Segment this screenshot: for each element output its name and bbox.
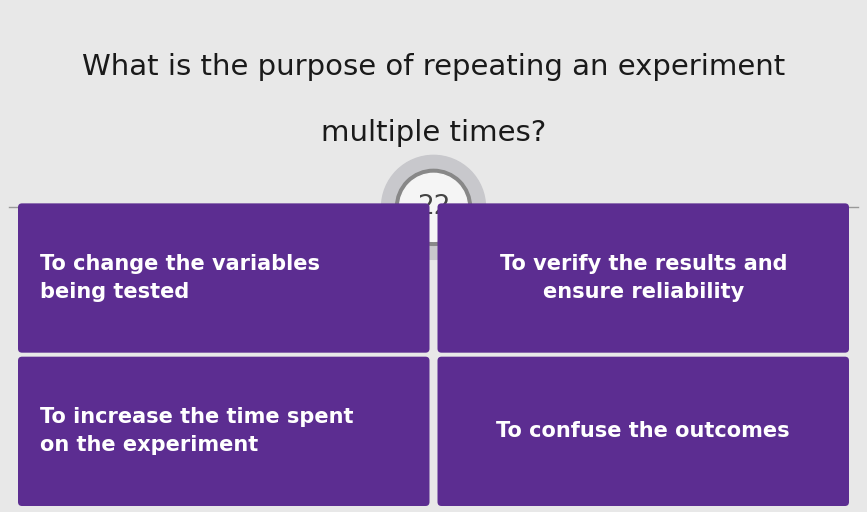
Text: To increase the time spent
on the experiment: To increase the time spent on the experi…	[40, 408, 354, 455]
Circle shape	[400, 174, 467, 241]
Text: To change the variables
being tested: To change the variables being tested	[40, 254, 320, 302]
FancyBboxPatch shape	[18, 203, 429, 353]
Text: multiple times?: multiple times?	[321, 119, 546, 147]
FancyBboxPatch shape	[18, 357, 429, 506]
Text: 22: 22	[417, 195, 450, 220]
Circle shape	[381, 155, 486, 260]
FancyBboxPatch shape	[438, 357, 849, 506]
Text: To confuse the outcomes: To confuse the outcomes	[497, 421, 790, 441]
Circle shape	[395, 169, 472, 245]
FancyBboxPatch shape	[438, 203, 849, 353]
Text: What is the purpose of repeating an experiment: What is the purpose of repeating an expe…	[81, 53, 786, 80]
Text: To verify the results and
ensure reliability: To verify the results and ensure reliabi…	[499, 254, 787, 302]
